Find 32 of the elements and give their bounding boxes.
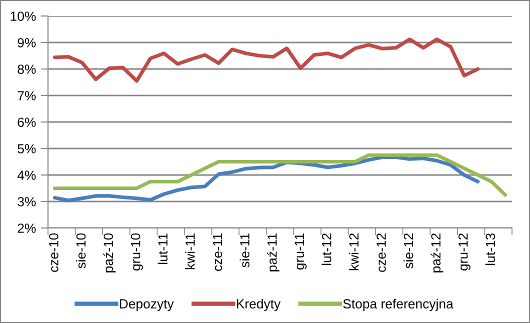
x-tick-label: kwi-11 — [185, 234, 195, 270]
x-tick-label: lut-11 — [158, 234, 168, 264]
x-tick-label: paź-11 — [266, 234, 280, 272]
x-tick-label: paź-10 — [103, 233, 116, 272]
line-series — [53, 38, 480, 83]
x-tick-label: sie-10 — [76, 233, 86, 268]
x-tick-label: cze-11 — [212, 234, 222, 271]
x-tick-label: sie-11 — [240, 234, 250, 268]
x-tick-label: gru-12 — [458, 234, 470, 270]
x-tick-label: cze-12 — [376, 234, 386, 272]
line-series — [53, 153, 507, 197]
x-tick-label: cze-10 — [49, 233, 58, 272]
x-tick-label: sie-12 — [403, 234, 414, 268]
legend-label: Kredyty — [236, 298, 281, 312]
legend-label: Stopa referencyjna — [343, 298, 454, 312]
y-tick-label: 10% — [10, 12, 36, 21]
x-tick-label: kwi-12 — [348, 234, 358, 270]
y-tick-label: 6% — [18, 118, 36, 127]
x-tick-label: lut-12 — [322, 234, 332, 265]
y-tick-label: 5% — [18, 144, 36, 154]
x-tick-label: gru-10 — [130, 233, 143, 270]
x-tick-label: lut-13 — [485, 233, 496, 265]
legend-label: Depozyty — [120, 299, 174, 312]
y-tick-label: 2% — [18, 224, 36, 233]
y-tick-label: 3% — [18, 197, 36, 206]
y-tick-label: 4% — [17, 170, 36, 180]
x-tick-label: paź-12 — [430, 234, 444, 272]
y-tick-label: 9% — [18, 38, 36, 48]
line-series — [53, 155, 480, 202]
x-tick-label: gru-11 — [294, 234, 307, 270]
y-tick-label: 7% — [18, 91, 36, 100]
y-tick-label: 8% — [18, 64, 36, 74]
